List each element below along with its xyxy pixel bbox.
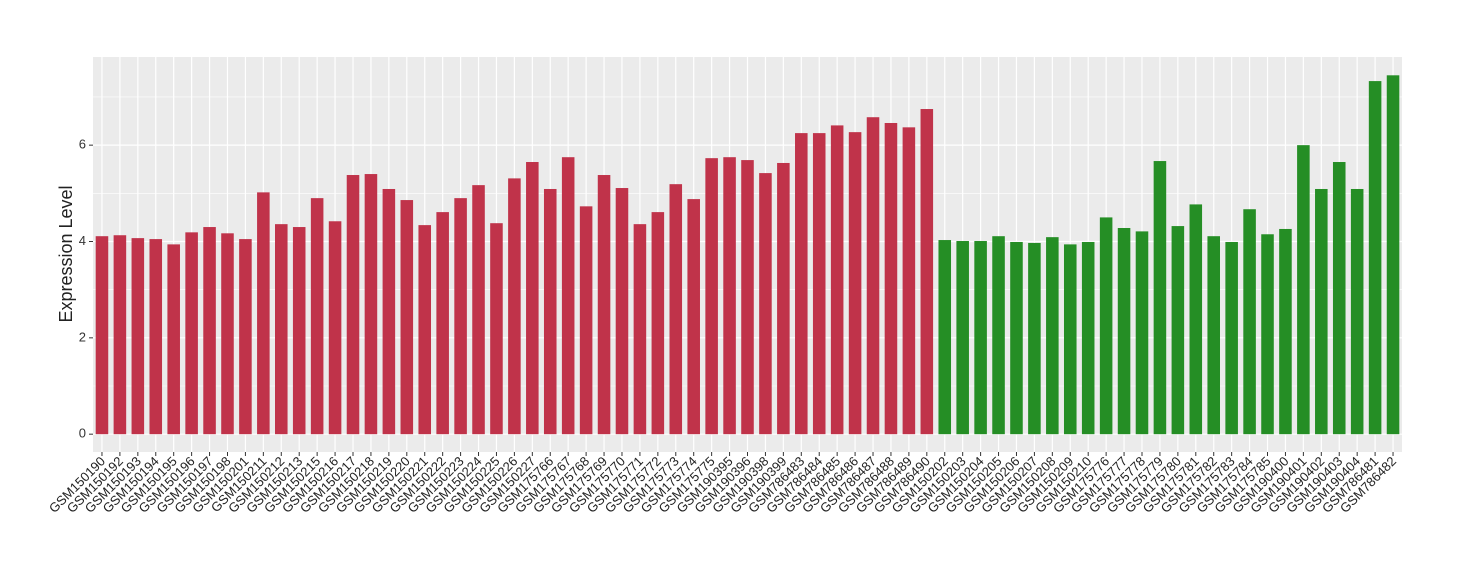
bar xyxy=(257,192,270,435)
bar xyxy=(1225,241,1238,435)
bar xyxy=(310,198,324,435)
bar xyxy=(382,188,396,435)
y-tick-label: 4 xyxy=(79,233,86,248)
bar xyxy=(472,185,485,435)
bar xyxy=(1135,231,1149,435)
bar xyxy=(185,232,198,435)
bar xyxy=(1028,242,1041,435)
bar xyxy=(669,184,683,435)
bar xyxy=(795,133,808,435)
bar xyxy=(902,127,916,435)
bar xyxy=(1171,226,1185,435)
bar xyxy=(759,173,772,435)
bar xyxy=(812,133,826,435)
bar xyxy=(651,212,665,435)
bar xyxy=(275,224,288,435)
bar xyxy=(741,160,754,435)
bar xyxy=(221,233,234,435)
bar xyxy=(167,244,180,435)
bar xyxy=(974,241,987,435)
bar xyxy=(561,157,575,435)
y-tick-label: 2 xyxy=(79,329,86,344)
bar xyxy=(597,175,611,435)
bar xyxy=(1117,228,1131,435)
y-tick-label: 0 xyxy=(79,426,86,441)
bar xyxy=(1243,209,1256,435)
bar xyxy=(490,223,503,435)
bar xyxy=(508,178,521,435)
bar xyxy=(131,238,145,435)
bar xyxy=(149,239,163,435)
bar xyxy=(1099,217,1113,435)
bar xyxy=(777,162,790,435)
bar xyxy=(1261,234,1274,435)
y-axis-title: Expression Level xyxy=(56,185,76,322)
bar xyxy=(328,221,342,435)
bar xyxy=(866,117,880,435)
bar xyxy=(1081,241,1095,435)
bar xyxy=(95,236,109,435)
bar xyxy=(1315,188,1328,435)
bar xyxy=(1063,244,1077,435)
bar xyxy=(400,200,414,435)
bar xyxy=(1207,236,1220,435)
bar xyxy=(1189,204,1203,435)
bar xyxy=(436,212,449,435)
bar xyxy=(1368,81,1382,435)
bar xyxy=(705,158,718,435)
bar xyxy=(1153,161,1167,435)
bar xyxy=(1332,162,1346,435)
bar xyxy=(1350,188,1364,435)
bar xyxy=(956,241,969,435)
bar xyxy=(633,224,647,435)
bar xyxy=(346,175,360,435)
bar xyxy=(884,122,898,435)
bar xyxy=(1010,241,1023,435)
bar xyxy=(454,198,467,435)
bar xyxy=(239,239,252,435)
bar xyxy=(848,132,862,435)
bar xyxy=(938,240,952,435)
bar xyxy=(113,235,127,435)
bar xyxy=(543,188,557,435)
y-tick-label: 6 xyxy=(79,137,86,152)
bar xyxy=(1046,237,1059,435)
bar xyxy=(687,199,700,435)
bar xyxy=(1297,145,1310,435)
bar xyxy=(830,125,844,435)
bar xyxy=(992,236,1005,435)
bar xyxy=(579,206,593,435)
bar xyxy=(292,227,306,435)
bar xyxy=(526,162,539,435)
bar xyxy=(1386,75,1400,435)
bar xyxy=(920,109,934,435)
bar xyxy=(203,227,216,435)
bar xyxy=(364,174,378,435)
bar xyxy=(1279,228,1292,435)
bar xyxy=(615,188,629,435)
bar xyxy=(418,225,432,435)
bar xyxy=(723,157,736,435)
